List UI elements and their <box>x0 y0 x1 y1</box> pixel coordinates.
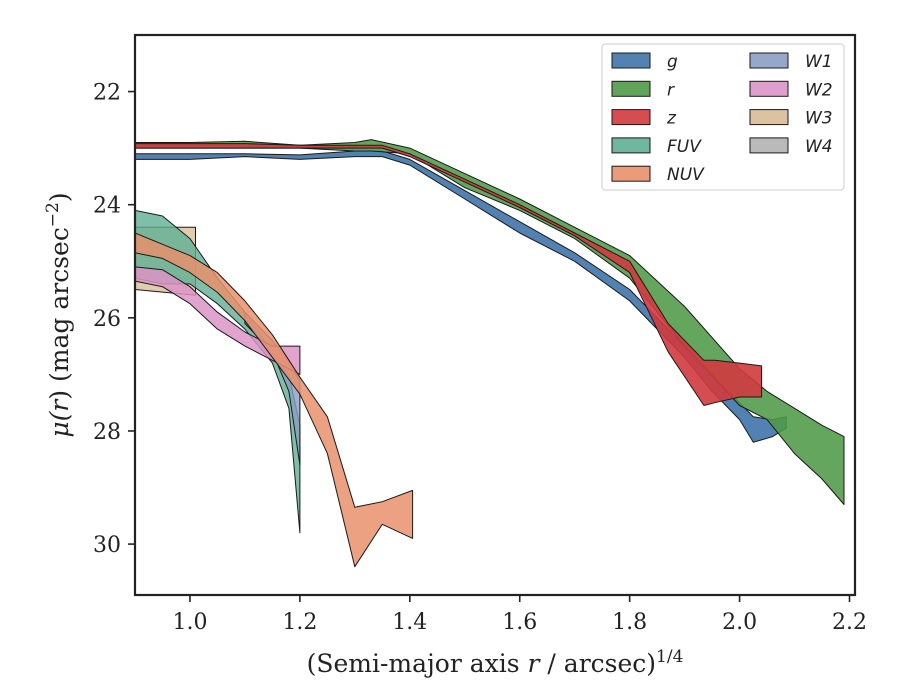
legend-label: r <box>667 80 675 100</box>
ticks-layer: 1.0 1.2 1.4 1.6 1.8 2.0 2.2 22 24 26 28 30 <box>93 81 867 635</box>
legend-item-w1: W1 <box>749 52 833 72</box>
x-tick-label: 2.0 <box>722 610 757 635</box>
y-axis-label: μ(r) (mag arcsec−2) <box>43 192 74 437</box>
x-tick-label: 1.4 <box>392 610 427 635</box>
legend-label: FUV <box>667 137 702 157</box>
legend-label: W2 <box>805 80 833 100</box>
series-layer <box>135 139 845 568</box>
legend-swatch <box>749 80 789 97</box>
legend-item-z: z <box>611 109 677 129</box>
legend-item-nuv: NUV <box>611 165 705 185</box>
x-axis-label: (Semi-major axis r / arcsec)1/4 <box>307 647 684 678</box>
x-tick-label: 1.8 <box>612 610 647 635</box>
legend-item-w4: W4 <box>749 137 833 157</box>
y-tick-label: 22 <box>93 81 121 106</box>
legend-item-r: r <box>611 80 675 100</box>
legend-swatch <box>611 109 651 126</box>
legend-swatch <box>749 109 789 126</box>
series-band-w2 <box>135 266 301 375</box>
y-tick-label: 24 <box>93 194 121 219</box>
legend-item-w2: W2 <box>749 80 833 100</box>
legend-label: g <box>667 52 678 72</box>
x-tick-label: 2.2 <box>832 610 867 635</box>
series-band-r <box>135 139 845 505</box>
legend-swatch <box>611 137 651 154</box>
legend-item-w3: W3 <box>749 109 833 129</box>
legend-label: NUV <box>667 165 705 185</box>
legend-label: z <box>666 109 677 129</box>
legend-swatch <box>611 52 651 69</box>
x-tick-label: 1.2 <box>282 610 317 635</box>
y-tick-label: 28 <box>93 420 121 445</box>
legend-swatch <box>749 137 789 154</box>
legend-item-g: g <box>611 52 678 72</box>
x-tick-label: 1.6 <box>502 610 537 635</box>
series-band-z <box>135 143 763 406</box>
legend-swatch <box>749 52 789 69</box>
legend-label: W1 <box>805 52 833 72</box>
legend-swatch <box>611 80 651 97</box>
y-tick-label: 30 <box>93 533 121 558</box>
legend-swatch <box>611 165 651 182</box>
plot-frame <box>133 33 857 597</box>
x-tick-label: 1.0 <box>172 610 207 635</box>
legend-label: W3 <box>805 109 833 129</box>
legend-item-fuv: FUV <box>611 137 702 157</box>
legend: grz FUV NUV W1 W2 W3 W4 <box>601 43 845 191</box>
legend-label: W4 <box>805 137 833 157</box>
y-tick-label: 26 <box>93 307 121 332</box>
legend-box <box>601 43 845 191</box>
series-band-nuv <box>135 232 414 568</box>
